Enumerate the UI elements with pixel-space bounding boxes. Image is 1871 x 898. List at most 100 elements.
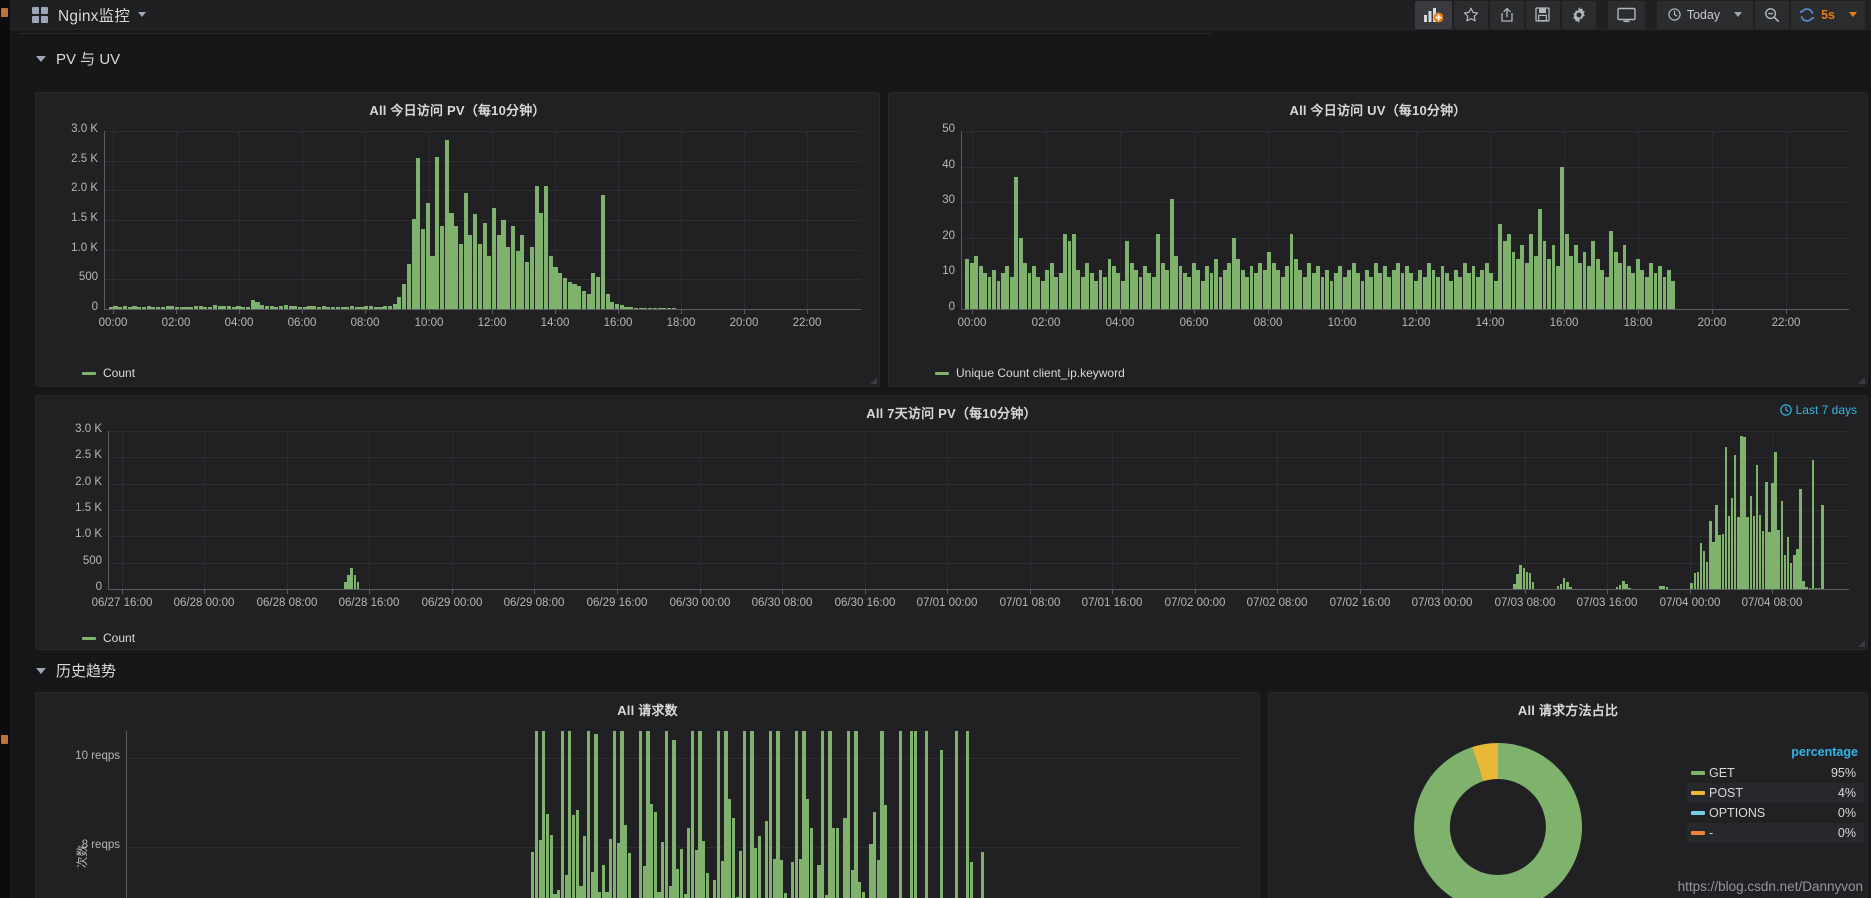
chevron-down-icon[interactable] <box>138 12 147 17</box>
chart-legend[interactable]: Count <box>82 631 135 645</box>
bar <box>1116 273 1121 309</box>
row-header-history[interactable]: 历史趋势 <box>36 660 116 681</box>
pie-legend-row[interactable]: - 0% <box>1687 823 1864 843</box>
bar <box>378 306 383 309</box>
bar <box>174 306 180 309</box>
share-button[interactable] <box>1489 0 1524 29</box>
panel-resize-handle[interactable] <box>1857 376 1866 385</box>
x-axis-tick-label: 10:00 <box>1327 317 1357 329</box>
bar <box>1444 273 1449 309</box>
bar <box>1160 262 1165 309</box>
bar <box>1662 276 1667 309</box>
bar <box>359 306 364 309</box>
bar <box>765 820 769 898</box>
panel-resize-handle[interactable] <box>1857 639 1866 648</box>
gear-icon[interactable] <box>1561 0 1596 29</box>
bar <box>1262 269 1267 309</box>
bar <box>987 276 992 309</box>
panel-title[interactable]: All 今日访问 UV（每10分钟） <box>1289 103 1467 118</box>
bar <box>664 731 669 898</box>
bar <box>583 836 587 898</box>
bar <box>487 255 492 309</box>
bar <box>843 818 847 898</box>
bar <box>1712 542 1715 589</box>
bar <box>1285 266 1289 309</box>
chart-plot-area[interactable]: 8 reqps 10 reqps <box>36 719 1259 898</box>
panel-resize-handle[interactable] <box>869 376 878 385</box>
chart-plot-area[interactable]: 0 500 1.0 K 1.5 K 2.0 K 2.5 K 3.0 K 00:00 02:00 0… <box>36 121 879 341</box>
bar <box>1387 276 1392 309</box>
star-button[interactable] <box>1453 0 1488 29</box>
bar <box>397 297 402 309</box>
bar <box>1556 586 1560 589</box>
legend-label: GET <box>1709 766 1735 780</box>
zoom-out-button[interactable] <box>1755 0 1790 29</box>
panel-title[interactable]: All 今日访问 PV（每10分钟） <box>369 103 546 118</box>
axis-tick <box>807 310 808 314</box>
bar <box>652 308 657 309</box>
tv-mode-button[interactable] <box>1607 0 1645 29</box>
bar <box>1609 230 1614 309</box>
bar <box>353 574 357 589</box>
bar <box>1658 266 1662 309</box>
axis-tick <box>1030 590 1031 594</box>
bar <box>913 731 918 898</box>
pie-legend-row[interactable]: GET 95% <box>1687 763 1864 783</box>
refresh-button[interactable]: 5s <box>1791 0 1865 29</box>
bar <box>954 731 959 898</box>
grid-icon <box>32 6 48 23</box>
x-axis-tick-label: 07/04 08:00 <box>1741 597 1803 609</box>
bar <box>1802 581 1805 589</box>
bar <box>1231 237 1236 309</box>
x-axis-tick-label: 07/01 08:00 <box>999 597 1061 609</box>
grid-line <box>176 131 177 309</box>
bar <box>586 293 591 309</box>
donut-chart[interactable] <box>1387 727 1609 898</box>
pie-legend-row[interactable]: POST 4% <box>1687 783 1864 803</box>
bar <box>581 291 586 309</box>
add-panel-button[interactable] <box>1414 0 1452 29</box>
bar <box>1040 280 1045 309</box>
save-button[interactable] <box>1525 0 1560 29</box>
bar <box>1356 273 1360 309</box>
grid-line <box>1195 431 1196 589</box>
grid-line <box>555 131 556 309</box>
bar <box>1777 530 1780 589</box>
panel-request-methods: All 请求方法占比 percentage <box>1268 692 1868 898</box>
bar <box>545 814 550 898</box>
bar <box>992 269 996 309</box>
bar <box>1659 586 1662 589</box>
bar <box>783 892 788 898</box>
time-range-picker[interactable]: Today <box>1656 0 1754 29</box>
bar <box>568 731 572 898</box>
chart-legend[interactable]: Unique Count client_ip.keyword <box>935 366 1125 380</box>
grid-line <box>961 202 1849 203</box>
y-axis-tick-label: 20 <box>942 230 955 242</box>
bar <box>629 307 634 309</box>
bar <box>1205 266 1210 309</box>
bar <box>861 892 866 898</box>
bar <box>1413 280 1418 309</box>
pie-legend-header-row: percentage <box>1687 745 1864 763</box>
panel-title[interactable]: All 请求方法占比 <box>1517 703 1619 718</box>
panel-time-override[interactable]: Last 7 days <box>1779 403 1857 417</box>
bar <box>772 859 776 898</box>
bar <box>1758 514 1762 589</box>
y-axis-tick-label: 3.0 K <box>75 423 102 435</box>
pie-legend-row[interactable]: OPTIONS 0% <box>1687 803 1864 823</box>
bar <box>1009 276 1014 309</box>
chart-legend[interactable]: Count <box>82 366 135 380</box>
bar <box>616 843 620 898</box>
bar <box>642 866 646 898</box>
panel-title[interactable]: All 7天访问 PV（每10分钟） <box>866 406 1037 421</box>
bar <box>444 139 449 309</box>
row-header-pv-uv[interactable]: PV 与 UV <box>36 48 120 69</box>
chart-plot-area[interactable]: 0 500 1.0 K 1.5 K 2.0 K 2.5 K 3.0 K 06/27 16:00… <box>36 421 1867 619</box>
bar <box>1405 266 1409 309</box>
bar <box>1436 276 1440 309</box>
bar <box>720 860 724 898</box>
grid-line <box>1607 431 1608 589</box>
chart-plot-area[interactable]: 0 10 20 30 40 50 00:00 02:00 04:00 06:00 08:00 10:0… <box>889 121 1867 341</box>
y-axis-tick-label: 500 <box>82 555 102 567</box>
panel-title[interactable]: All 请求数 <box>617 703 678 718</box>
